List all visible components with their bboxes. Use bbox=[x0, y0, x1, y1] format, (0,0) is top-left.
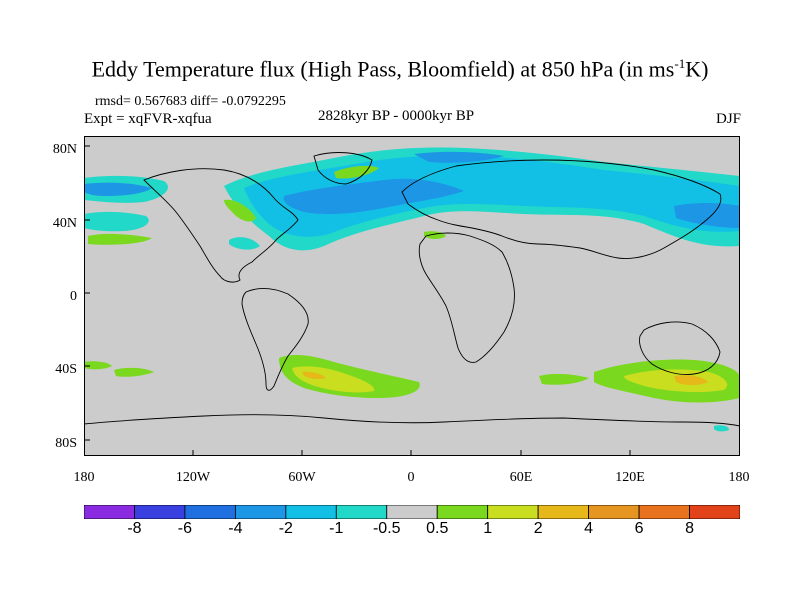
colorbar-label: 4 bbox=[584, 520, 594, 537]
colorbar-swatch bbox=[386, 505, 438, 519]
y-tick-80s: 80S bbox=[55, 436, 77, 451]
coast-australia bbox=[639, 321, 721, 375]
axis-ticks bbox=[84, 145, 631, 456]
x-tick-180e: 180 bbox=[728, 470, 750, 485]
coast-europe-asia bbox=[401, 159, 722, 259]
contour-south-cyan bbox=[714, 425, 729, 432]
contour-gulf-cyan bbox=[229, 237, 260, 250]
x-tick-180w: 180 bbox=[73, 470, 95, 485]
coast-north-america bbox=[143, 168, 299, 283]
y-tick-0: 0 bbox=[70, 289, 77, 304]
coast-antarctica bbox=[84, 414, 740, 427]
x-tick-0: 0 bbox=[407, 470, 415, 485]
colorbar-label: 8 bbox=[685, 520, 694, 537]
colorbar-label: 1 bbox=[483, 520, 493, 537]
season-label: DJF bbox=[715, 111, 741, 127]
world-map bbox=[84, 136, 740, 456]
colorbar-label: 0.5 bbox=[426, 520, 449, 537]
colorbar-swatch bbox=[335, 505, 388, 519]
colorbar-swatch bbox=[184, 505, 236, 519]
y-tick-80n: 80N bbox=[52, 142, 77, 157]
contour-pacific-blue bbox=[84, 182, 152, 196]
coastlines bbox=[84, 152, 740, 427]
colorbar-label: -2 bbox=[278, 520, 293, 537]
colorbar-swatch bbox=[285, 505, 337, 519]
stats-line: rmsd= 0.567683 diff= -0.0792295 bbox=[95, 94, 286, 109]
coast-south-america bbox=[241, 287, 309, 391]
map-frame bbox=[84, 136, 740, 456]
colorbar-label: 2 bbox=[533, 520, 543, 537]
colorbar-swatch bbox=[134, 505, 186, 519]
contour-na-green bbox=[224, 199, 256, 222]
colorbar-swatch bbox=[689, 505, 740, 519]
contour-north-blue-2 bbox=[674, 203, 740, 228]
x-tick-60w: 60W bbox=[288, 470, 316, 485]
colorbar-swatch bbox=[487, 505, 539, 519]
x-tick-120w: 120W bbox=[175, 470, 211, 485]
colorbar-swatch bbox=[537, 505, 590, 519]
title-prefix: Eddy Temperature flux (High Pass, Bloomf… bbox=[91, 56, 675, 82]
colorbar-swatch bbox=[638, 505, 690, 519]
contour-australia-orange bbox=[674, 375, 708, 385]
colorbar-swatch bbox=[234, 505, 287, 519]
contour-se-pacific-green bbox=[84, 361, 112, 370]
title-superscript: -1 bbox=[674, 56, 686, 71]
title-suffix: K) bbox=[685, 56, 709, 82]
experiment-label: Expt = xqFVR-xqfua bbox=[84, 111, 212, 127]
contour-north-blue-3 bbox=[414, 151, 504, 163]
colorbar bbox=[84, 505, 740, 519]
colorbar-label: -8 bbox=[127, 520, 142, 537]
x-tick-120e: 120E bbox=[615, 470, 645, 485]
colorbar-label: -0.5 bbox=[372, 520, 401, 537]
period-label: 2828kyr BP - 0000kyr BP bbox=[318, 108, 475, 124]
y-tick-40n: 40N bbox=[52, 216, 77, 231]
x-tick-60e: 60E bbox=[509, 470, 533, 485]
colorbar-swatch bbox=[588, 505, 640, 519]
colorbar-label: -1 bbox=[329, 520, 344, 537]
colorbar-swatch bbox=[436, 505, 489, 519]
chart-title: Eddy Temperature flux (High Pass, Bloomf… bbox=[0, 56, 800, 82]
colorbar-swatch bbox=[84, 505, 135, 519]
y-tick-40s: 40S bbox=[55, 362, 77, 377]
contour-west-pacific-green bbox=[88, 233, 152, 245]
contour-north-light-blue bbox=[244, 155, 740, 237]
contour-south-america-orange bbox=[302, 371, 326, 380]
coast-greenland bbox=[313, 152, 373, 185]
contour-indian-green bbox=[539, 373, 589, 385]
colorbar-label: 6 bbox=[634, 520, 644, 537]
coast-africa bbox=[418, 232, 515, 363]
colorbar-label: -4 bbox=[228, 520, 243, 537]
contour-west-pacific-cyan bbox=[84, 211, 149, 232]
contour-south-pacific-green bbox=[114, 367, 154, 377]
contour-north-blue bbox=[283, 178, 464, 215]
colorbar-label: -6 bbox=[177, 520, 193, 537]
